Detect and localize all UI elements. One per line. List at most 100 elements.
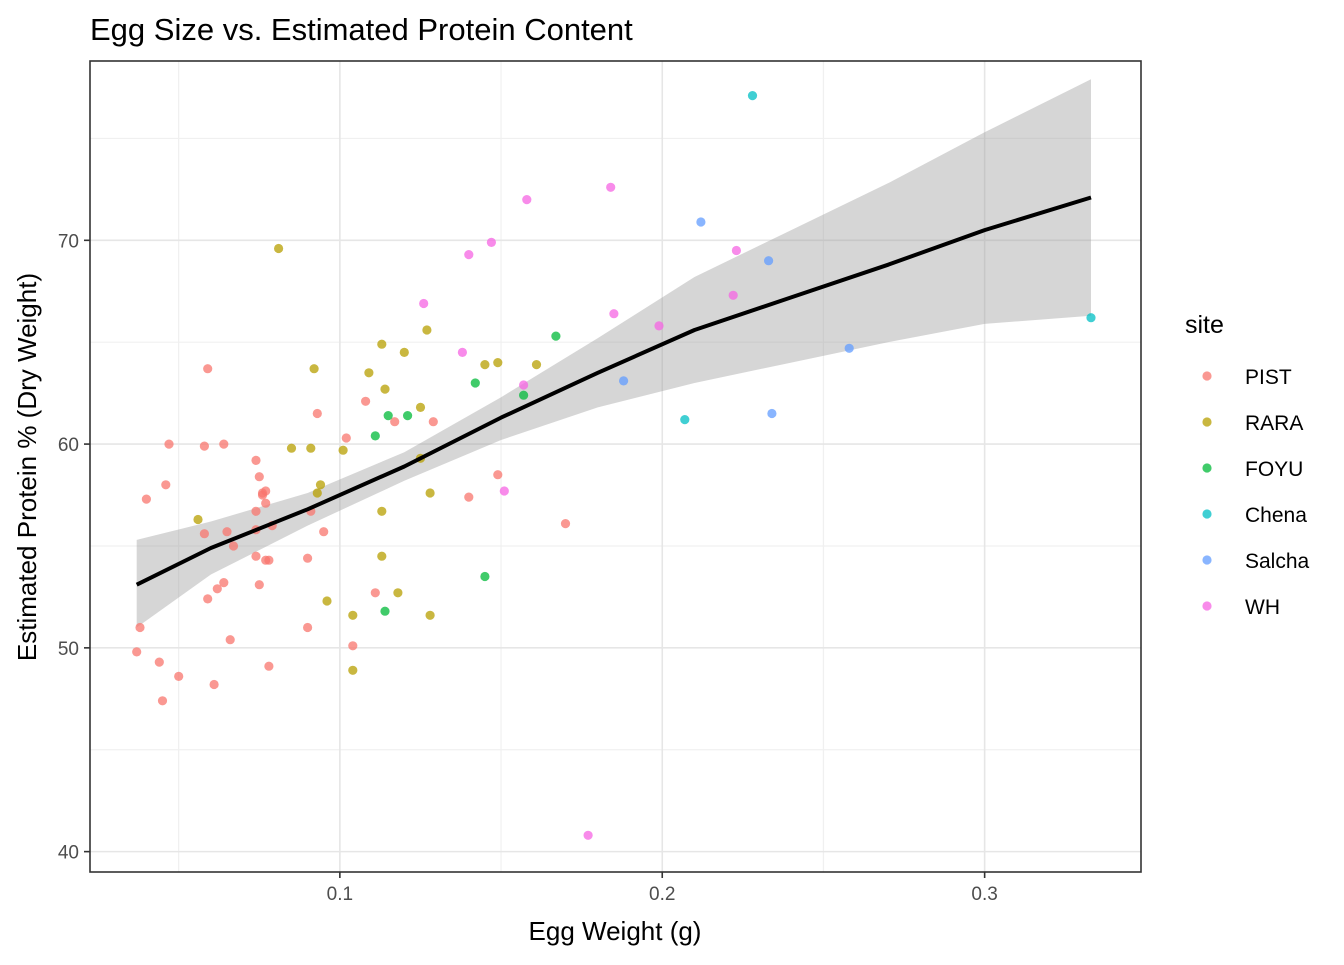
data-point-salcha <box>619 376 629 386</box>
data-point-pist <box>228 541 239 551</box>
data-point-pist <box>164 439 174 449</box>
data-point-wh <box>522 195 532 205</box>
data-point-wh <box>731 245 742 256</box>
data-point-rara <box>377 551 387 561</box>
x-tick-label: 0.1 <box>327 884 353 905</box>
data-point-foyu <box>383 411 393 421</box>
data-point-pist <box>303 622 313 633</box>
data-point-rara <box>415 402 426 412</box>
legend-label-wh: WH <box>1245 596 1280 619</box>
legend-label-rara: RARA <box>1245 412 1303 435</box>
y-axis-title: Estimated Protein % (Dry Weight) <box>12 273 42 661</box>
data-point-pist <box>464 492 474 502</box>
data-point-pist <box>161 480 171 490</box>
data-point-pist <box>212 584 222 594</box>
data-point-rara <box>364 368 374 378</box>
data-point-wh <box>654 321 664 331</box>
data-point-pist <box>254 472 264 482</box>
legend-key-foyu <box>1202 463 1212 473</box>
data-point-pist <box>390 417 400 427</box>
y-tick-label: 70 <box>58 231 79 252</box>
data-point-pist <box>203 364 213 374</box>
plot-panel: 0.1 0.2 0.3 40 50 60 70 <box>58 60 1142 905</box>
data-point-rara <box>338 445 348 455</box>
data-point-pist <box>428 417 438 427</box>
legend-label-foyu: FOYU <box>1245 458 1303 481</box>
panel-border <box>89 60 1142 873</box>
data-point-wh <box>728 290 738 300</box>
data-point-pist <box>560 519 571 529</box>
data-point-rara <box>480 360 490 370</box>
data-point-rara <box>380 384 390 394</box>
legend-key-wh <box>1202 601 1212 611</box>
data-point-rara <box>348 665 358 675</box>
legend-label-chena: Chena <box>1245 504 1307 527</box>
data-point-chena <box>680 415 690 425</box>
data-point-salcha <box>844 343 854 353</box>
data-point-rara <box>348 610 358 620</box>
data-point-wh <box>419 298 429 309</box>
data-point-wh <box>519 380 529 390</box>
data-point-rara <box>399 347 409 357</box>
data-point-pist <box>132 647 142 657</box>
data-point-foyu <box>403 411 413 421</box>
x-tick-label: 0.3 <box>971 884 997 905</box>
data-point-wh <box>499 486 509 496</box>
data-point-pist <box>361 396 371 406</box>
data-point-rara <box>393 588 403 598</box>
legend-title: site <box>1185 311 1224 339</box>
data-point-pist <box>199 441 209 451</box>
y-tick-label: 40 <box>58 843 79 864</box>
data-point-pist <box>348 641 358 651</box>
trend-line <box>135 195 1092 587</box>
data-point-pist <box>264 555 274 565</box>
data-point-pist <box>199 529 209 539</box>
data-point-pist <box>319 527 329 537</box>
chart-title: Egg Size vs. Estimated Protein Content <box>90 12 633 47</box>
y-tick-label: 50 <box>58 639 79 660</box>
data-point-pist <box>222 527 232 537</box>
data-point-pist <box>261 486 271 496</box>
data-point-pist <box>303 553 313 563</box>
data-point-rara <box>377 339 387 349</box>
data-point-pist <box>154 657 164 667</box>
data-point-pist <box>219 578 229 588</box>
x-axis-title: Egg Weight (g) <box>529 916 702 946</box>
data-point-pist <box>225 635 235 645</box>
legend-label-salcha: Salcha <box>1245 550 1310 573</box>
data-point-foyu <box>480 571 490 582</box>
data-point-foyu <box>470 378 480 388</box>
data-point-wh <box>486 237 496 247</box>
data-point-rara <box>286 443 297 453</box>
confidence-band <box>136 79 1091 628</box>
legend-label-pist: PIST <box>1245 366 1292 389</box>
legend: site PIST RARA FOYU Chena Salcha WH <box>1185 311 1310 619</box>
data-point-wh <box>609 309 619 319</box>
data-point-rara <box>425 610 435 620</box>
data-point-wh <box>464 250 474 260</box>
data-point-rara <box>315 480 326 490</box>
data-point-rara <box>531 360 542 370</box>
data-point-chena <box>747 91 758 101</box>
data-point-chena <box>1086 313 1096 323</box>
data-point-pist <box>341 433 351 443</box>
data-point-pist <box>261 498 271 508</box>
data-point-wh <box>457 347 467 357</box>
data-point-pist <box>209 679 219 690</box>
x-tick-label: 0.2 <box>649 884 675 905</box>
data-point-pist <box>312 408 322 419</box>
data-point-pist <box>264 661 274 671</box>
data-point-pist <box>251 506 261 516</box>
data-point-rara <box>306 443 316 453</box>
data-point-rara <box>312 488 322 498</box>
data-point-pist <box>219 439 229 449</box>
legend-key-chena <box>1202 509 1212 519</box>
data-point-rara <box>377 506 387 516</box>
data-point-foyu <box>519 390 529 400</box>
legend-key-rara <box>1202 417 1212 427</box>
data-point-foyu <box>551 331 561 341</box>
data-point-pist <box>174 671 184 682</box>
data-point-salcha <box>764 256 774 266</box>
data-point-pist <box>254 580 264 590</box>
